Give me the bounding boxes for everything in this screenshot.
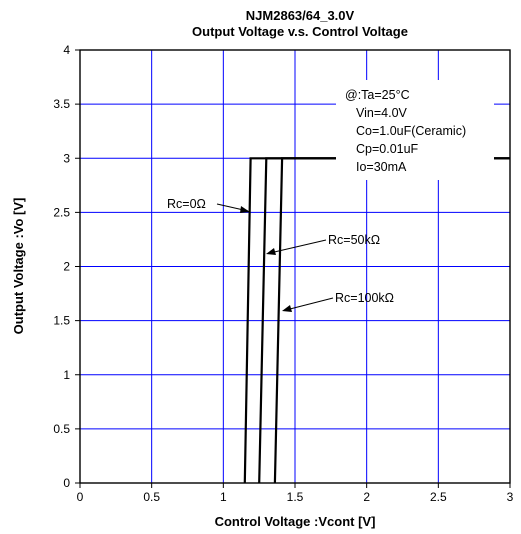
chart-title: NJM2863/64_3.0V [246,8,355,23]
x-tick-label: 2 [363,490,370,504]
y-tick-label: 2.5 [53,205,70,219]
y-tick-label: 2 [63,260,70,274]
y-tick-label: 1 [63,368,70,382]
x-axis-label: Control Voltage :Vcont [V] [215,514,376,529]
condition-vin: Vin=4.0V [356,106,408,120]
x-tick-label: 2.5 [430,490,447,504]
x-tick-label: 1.5 [287,490,304,504]
x-tick-label: 0 [77,490,84,504]
x-tick-label: 3 [507,490,514,504]
condition-co: Co=1.0uF(Ceramic) [356,124,466,138]
condition-io: Io=30mA [356,160,407,174]
condition-cp: Cp=0.01uF [356,142,419,156]
x-tick-label: 1 [220,490,227,504]
y-tick-label: 3 [63,151,70,165]
series-label-rc0: Rc=0Ω [167,197,206,211]
series-label-rc100k: Rc=100kΩ [335,291,394,305]
y-tick-label: 0.5 [53,422,70,436]
y-tick-label: 1.5 [53,314,70,328]
series-label-arrowhead [266,248,276,255]
conditions-header-unit: °C [396,88,410,102]
y-axis-label: Output Voltage :Vo [V] [11,198,26,335]
y-tick-label: 0 [63,476,70,490]
conditions-header-text: @:Ta=25 [345,88,396,102]
conditions-header: @:Ta=25°C [345,88,410,102]
y-tick-label: 4 [63,43,70,57]
chart-subtitle: Output Voltage v.s. Control Voltage [192,24,408,39]
y-tick-label: 3.5 [53,97,70,111]
axis-ticks: 0 0.5 1 1.5 2 2.5 3 0 0.5 1 1.5 2 2.5 3 3.5 4 [53,43,513,504]
series-label-arrowhead [240,206,250,213]
x-tick-label: 0.5 [143,490,160,504]
series-label-arrow [285,297,334,311]
series-label-rc50k: Rc=50kΩ [328,233,380,247]
series-annotations: Rc=0Ω Rc=50kΩ Rc=100kΩ [167,197,394,312]
conditions-box-background [336,80,494,180]
series-label-arrow [269,239,327,254]
series-label-arrowhead [282,305,292,312]
